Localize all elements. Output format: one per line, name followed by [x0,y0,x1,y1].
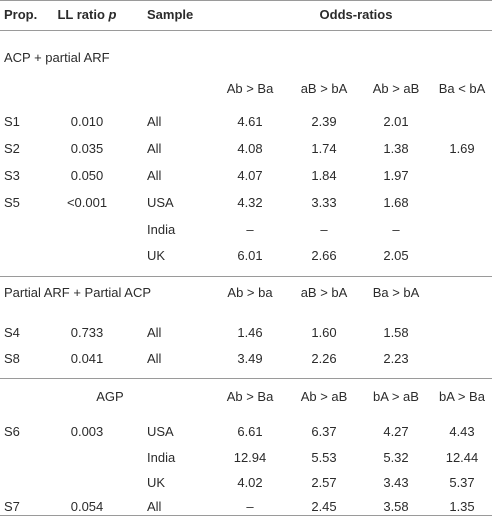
odds-ratio: 1.97 [383,168,409,183]
header-ll-ratio-text: LL ratio [57,7,105,22]
odds-ratio: 1.69 [449,141,475,156]
prop: S4 [4,325,20,340]
rule [0,378,492,379]
header-sample: Sample [147,7,194,22]
p-value: 0.035 [70,141,104,156]
subheader: bA > Ba [439,389,485,404]
odds-ratio: 3.43 [383,475,409,490]
odds-ratio: 1.46 [237,325,263,340]
odds-ratio: – [246,499,254,514]
subheader: Ab > aB [372,81,420,96]
header-ll-ratio: LL ratio p [57,7,116,23]
prop: S1 [4,114,20,129]
odds-ratio: 3.33 [311,195,337,210]
odds-ratio: 12.44 [445,450,479,465]
odds-ratio: 2.05 [383,248,409,263]
odds-ratio: 2.66 [311,248,337,263]
odds-ratio: 4.07 [237,168,263,183]
odds-ratio: 2.39 [311,114,337,129]
p-value: 0.050 [70,168,104,183]
p-value: 0.733 [70,325,104,340]
header-ll-ratio-symbol: p [108,7,117,22]
odds-ratio: 3.58 [383,499,409,514]
subheader: Ab > Ba [226,81,274,96]
rule [0,276,492,277]
odds-ratio: 1.58 [383,325,409,340]
prop: S7 [4,499,20,514]
prop: S2 [4,141,20,156]
subheader: Ab > ba [227,285,273,300]
odds-ratio: – [320,222,328,237]
odds-ratio: 1.60 [311,325,337,340]
p-value: 0.003 [70,424,104,439]
odds-ratio: 2.23 [383,351,409,366]
subheader: Ab > aB [300,389,348,404]
prop: S5 [4,195,20,210]
p-value: 0.010 [70,114,104,129]
odds-ratio: 6.61 [237,424,263,439]
subheader: aB > bA [300,81,348,96]
odds-ratio: – [246,222,254,237]
odds-ratio: 6.37 [311,424,337,439]
sample: All [147,351,162,366]
odds-ratio: 1.68 [383,195,409,210]
odds-ratio: 4.61 [237,114,263,129]
odds-ratio: 4.02 [237,475,263,490]
odds-ratio: 3.49 [237,351,263,366]
prop: S6 [4,424,20,439]
odds-ratio: – [392,222,400,237]
sample: All [147,499,162,514]
subheader: Ab > Ba [226,389,274,404]
p-value: 0.041 [70,351,104,366]
sample: UK [147,475,166,490]
odds-ratio: 4.43 [449,424,475,439]
odds-ratio: 5.37 [449,475,475,490]
subheader: aB > bA [300,285,348,300]
sample: India [147,222,176,237]
odds-ratio: 1.35 [449,499,475,514]
odds-ratio: 2.45 [311,499,337,514]
p-value: <0.001 [66,195,108,210]
odds-ratio: 6.01 [237,248,263,263]
p-value: 0.054 [70,499,104,514]
odds-ratio: 1.38 [383,141,409,156]
odds-ratio: 1.74 [311,141,337,156]
odds-ratio: 2.57 [311,475,337,490]
subheader: Ba < bA [438,81,486,96]
odds-ratio: 4.08 [237,141,263,156]
header-prop: Prop. [4,7,38,22]
rule [0,0,492,1]
sample: USA [147,195,174,210]
sample: All [147,114,162,129]
sample: USA [147,424,174,439]
section-title: ACP + partial ARF [4,50,110,65]
sample: India [147,450,176,465]
odds-ratio: 4.27 [383,424,409,439]
prop: S8 [4,351,20,366]
sample: All [147,168,162,183]
sample: UK [147,248,166,263]
odds-ratio: 5.32 [383,450,409,465]
section-title: AGP [96,389,124,404]
subheader: Ba > bA [372,285,420,300]
subheader: bA > aB [373,389,419,404]
odds-ratio: 12.94 [233,450,267,465]
sample: All [147,141,162,156]
odds-ratio: 4.32 [237,195,263,210]
header-odds-ratios: Odds-ratios [319,7,393,22]
odds-ratio: 1.84 [311,168,337,183]
rule [0,30,492,31]
odds-ratio: 5.53 [311,450,337,465]
odds-ratio: 2.26 [311,351,337,366]
odds-ratio: 2.01 [383,114,409,129]
section-title: Partial ARF + Partial ACP [4,285,152,300]
sample: All [147,325,162,340]
prop: S3 [4,168,20,183]
